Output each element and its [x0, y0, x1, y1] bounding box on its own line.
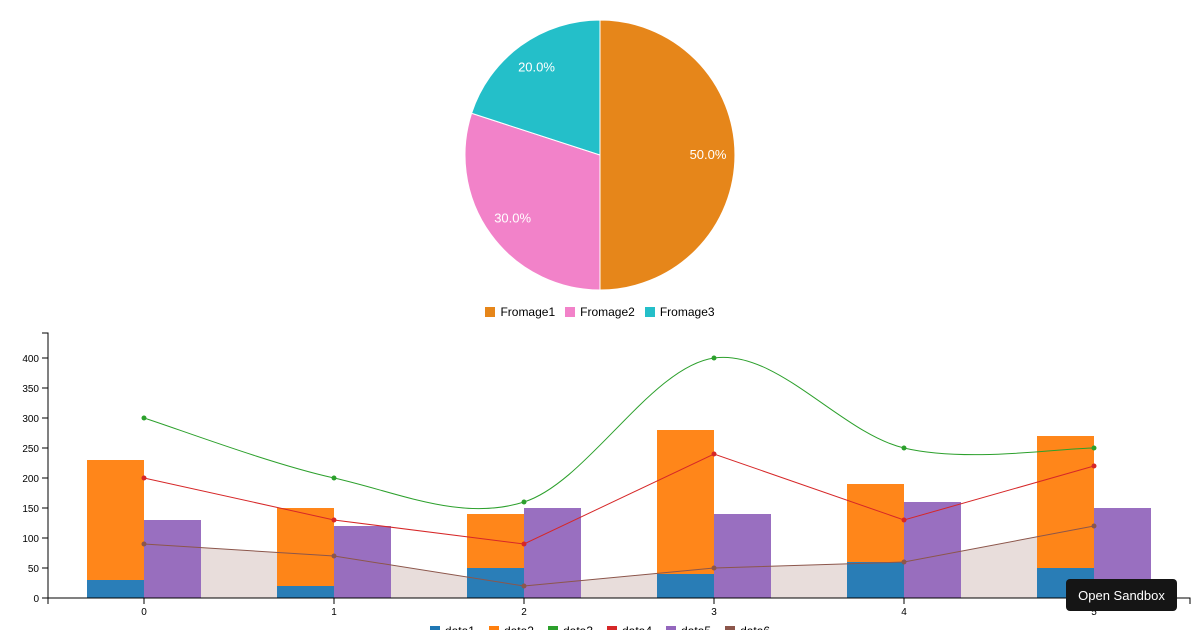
point-data3 [901, 445, 907, 451]
legend-item-fromage1[interactable]: Fromage1 [485, 305, 555, 319]
pie-slice-fromage1 [599, 19, 736, 291]
bar-data2 [467, 514, 524, 568]
point-data4 [1091, 463, 1097, 469]
bar-data1 [467, 568, 524, 598]
x-tick-label: 1 [331, 607, 337, 618]
point-data3 [1091, 445, 1097, 451]
x-tick-label: 4 [901, 607, 907, 618]
point-data3 [521, 499, 527, 505]
pie-legend: Fromage1 Fromage2 Fromage3 [0, 305, 1200, 319]
bar-data5 [714, 514, 771, 598]
legend-label: data5 [681, 624, 711, 630]
bar-data1 [847, 562, 904, 598]
y-tick-label: 100 [22, 534, 39, 545]
pie-slice-label: 50.0% [690, 147, 727, 162]
x-tick-label: 5 [1091, 607, 1097, 618]
point-data6 [711, 565, 717, 571]
legend-swatch [429, 626, 440, 630]
legend-item-data3[interactable]: data3 [547, 624, 593, 630]
point-data4 [521, 541, 527, 547]
y-tick-label: 300 [22, 414, 39, 425]
open-sandbox-button[interactable]: Open Sandbox [1066, 579, 1177, 611]
legend-label: data6 [740, 624, 770, 630]
x-tick-label: 3 [711, 607, 717, 618]
bar-data1 [87, 580, 144, 598]
legend-label: data1 [445, 624, 475, 630]
legend-item-data1[interactable]: data1 [429, 624, 475, 630]
bar-data1 [657, 574, 714, 598]
legend-label: data2 [504, 624, 534, 630]
legend-label: Fromage2 [580, 305, 635, 319]
y-tick-label: 350 [22, 384, 39, 395]
legend-swatch [547, 626, 558, 630]
legend-item-data4[interactable]: data4 [607, 624, 652, 630]
line-data6 [143, 525, 1095, 587]
point-data6 [141, 541, 147, 547]
point-data6 [1091, 523, 1097, 529]
legend-label: Fromage1 [500, 305, 556, 319]
legend-label: data3 [563, 624, 593, 630]
point-data4 [901, 517, 907, 523]
legend-swatch [644, 307, 655, 317]
point-data3 [711, 355, 717, 361]
bar-data2 [847, 484, 904, 562]
legend-label: data4 [622, 624, 652, 630]
point-data3 [141, 415, 147, 421]
pie-slice-label: 30.0% [494, 210, 531, 225]
bar-data2 [277, 508, 334, 586]
y-tick-label: 200 [22, 474, 39, 485]
y-tick-label: 50 [28, 564, 40, 575]
legend-swatch [565, 307, 576, 317]
point-data6 [331, 553, 337, 559]
legend-item-fromage2[interactable]: Fromage2 [565, 305, 635, 319]
y-tick-label: 400 [22, 354, 39, 365]
legend-swatch [485, 307, 496, 317]
legend-item-data2[interactable]: data2 [488, 624, 534, 630]
pie-slice-label: 20.0% [518, 60, 555, 75]
bar-data1 [277, 586, 334, 598]
point-data4 [331, 517, 337, 523]
bar-data2 [657, 430, 714, 574]
bar-data2 [1037, 436, 1094, 568]
y-tick-label: 0 [33, 594, 39, 605]
legend-swatch [488, 626, 499, 630]
legend-swatch [666, 626, 677, 630]
point-data6 [521, 583, 527, 589]
x-tick-label: 0 [141, 607, 147, 618]
legend-item-data6[interactable]: data6 [725, 624, 770, 630]
pie-slice-fromage2 [464, 112, 601, 291]
legend-item-fromage3[interactable]: Fromage3 [644, 305, 715, 319]
legend-swatch [607, 626, 617, 630]
y-tick-label: 250 [22, 444, 39, 455]
bar-data5 [144, 520, 201, 598]
bar-data5 [334, 526, 391, 598]
x-tick-label: 2 [521, 607, 527, 618]
point-data4 [141, 475, 147, 481]
legend-label: Fromage3 [659, 305, 715, 319]
point-data6 [901, 559, 907, 565]
point-data4 [711, 451, 717, 457]
pie-slice-fromage3 [470, 19, 601, 156]
line-data4 [143, 453, 1095, 545]
spline-data3 [143, 356, 1095, 510]
bar-legend: data1 data2 data3 data4 data5 data6 [0, 624, 1200, 630]
legend-swatch [725, 626, 736, 630]
bar-data2 [87, 460, 144, 580]
legend-item-data5[interactable]: data5 [666, 624, 711, 630]
bar-data5 [904, 502, 961, 598]
y-tick-label: 150 [22, 504, 39, 515]
point-data3 [331, 475, 337, 481]
